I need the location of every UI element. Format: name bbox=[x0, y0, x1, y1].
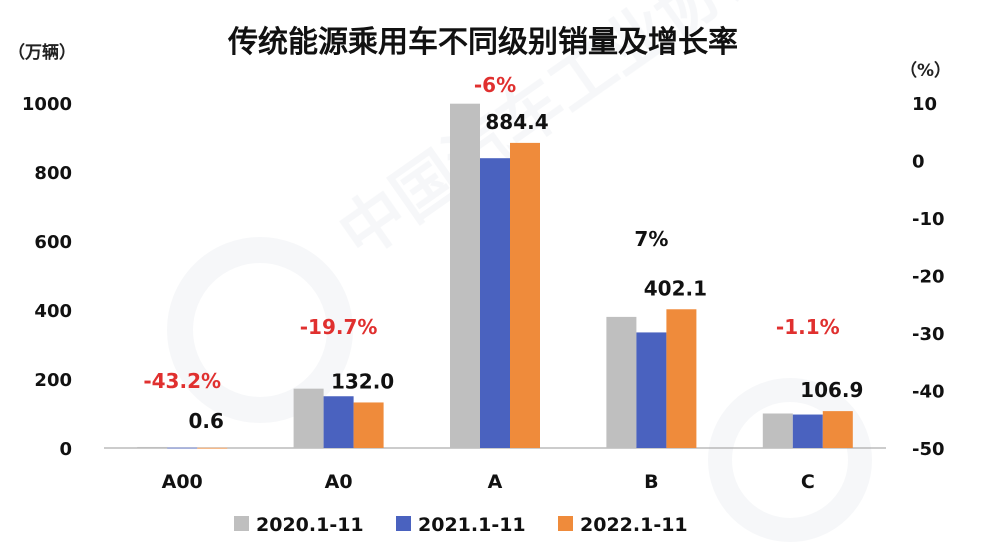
category-label: A bbox=[488, 471, 503, 493]
left-tick-label: 600 bbox=[34, 232, 72, 253]
left-tick-label: 1000 bbox=[22, 94, 72, 115]
category-labels: A00 A0 A B C bbox=[162, 471, 815, 493]
right-tick-label: 0 bbox=[912, 152, 925, 173]
bar-A00-2021.1-11 bbox=[167, 447, 198, 449]
bar-A-2020.1-11 bbox=[450, 103, 480, 448]
category-label: A0 bbox=[325, 471, 353, 493]
legend-label: 2022.1-11 bbox=[580, 514, 688, 536]
value-label: 132.0 bbox=[331, 369, 394, 393]
bar-C-2022.1-11 bbox=[822, 411, 853, 448]
category-label: A00 bbox=[162, 471, 203, 493]
bar-A-2021.1-11 bbox=[480, 158, 510, 448]
bar-A00-2020.1-11 bbox=[137, 446, 168, 448]
value-label: 884.4 bbox=[485, 110, 548, 134]
bar-B-2021.1-11 bbox=[636, 332, 667, 448]
right-tick-label: -40 bbox=[912, 382, 945, 403]
left-tick-label: 200 bbox=[34, 370, 72, 391]
chart-title: 传统能源乘用车不同级别销量及增长率 bbox=[227, 25, 738, 60]
value-labels: 0.6 132.0 884.4 402.1 106.9 bbox=[188, 110, 863, 433]
right-tick-label: 10 bbox=[912, 94, 937, 115]
legend-swatch-2020.1-11 bbox=[234, 516, 249, 531]
value-label: 0.6 bbox=[188, 409, 223, 433]
right-tick-label: -50 bbox=[912, 439, 945, 460]
left-tick-label: 0 bbox=[59, 439, 72, 460]
value-label: 106.9 bbox=[800, 378, 863, 402]
right-tick-label: -30 bbox=[912, 324, 945, 345]
legend-label: 2020.1-11 bbox=[256, 514, 364, 536]
bar-A-2022.1-11 bbox=[510, 142, 540, 448]
left-axis-unit: （万辆） bbox=[8, 42, 76, 63]
left-tick-label: 800 bbox=[34, 163, 72, 184]
growth-rate-label: -1.1% bbox=[776, 315, 840, 339]
legend-swatch-2021.1-11 bbox=[396, 516, 411, 531]
bar-B-2020.1-11 bbox=[606, 316, 637, 448]
legend: 2020.1-11 2021.1-11 2022.1-11 bbox=[234, 514, 688, 536]
bar-A00-2022.1-11 bbox=[197, 447, 228, 449]
category-label: C bbox=[801, 471, 815, 493]
bar-A0-2020.1-11 bbox=[293, 388, 324, 448]
bar-C-2021.1-11 bbox=[792, 414, 823, 448]
right-tick-label: -10 bbox=[912, 209, 945, 230]
growth-rate-label: -43.2% bbox=[143, 369, 221, 393]
value-label: 402.1 bbox=[644, 276, 707, 300]
bar-C-2020.1-11 bbox=[762, 413, 793, 448]
growth-rate-label: 7% bbox=[634, 227, 668, 251]
bar-A0-2022.1-11 bbox=[353, 402, 384, 448]
bars bbox=[137, 103, 853, 449]
right-tick-label: -20 bbox=[912, 267, 945, 288]
growth-rate-label: -6% bbox=[474, 73, 516, 97]
bar-B-2022.1-11 bbox=[666, 309, 697, 448]
category-label: B bbox=[644, 471, 658, 493]
legend-label: 2021.1-11 bbox=[418, 514, 526, 536]
bar-A0-2021.1-11 bbox=[323, 396, 354, 448]
legend-swatch-2022.1-11 bbox=[558, 516, 573, 531]
left-tick-label: 400 bbox=[34, 301, 72, 322]
growth-rate-labels: -43.2% -19.7% -6% 7% -1.1% bbox=[143, 73, 839, 393]
left-axis-ticks: 0 200 400 600 800 1000 bbox=[22, 94, 72, 460]
right-axis-ticks: -50 -40 -30 -20 -10 0 10 bbox=[912, 94, 945, 460]
right-axis-unit: （%） bbox=[900, 60, 951, 81]
growth-rate-label: -19.7% bbox=[300, 315, 378, 339]
